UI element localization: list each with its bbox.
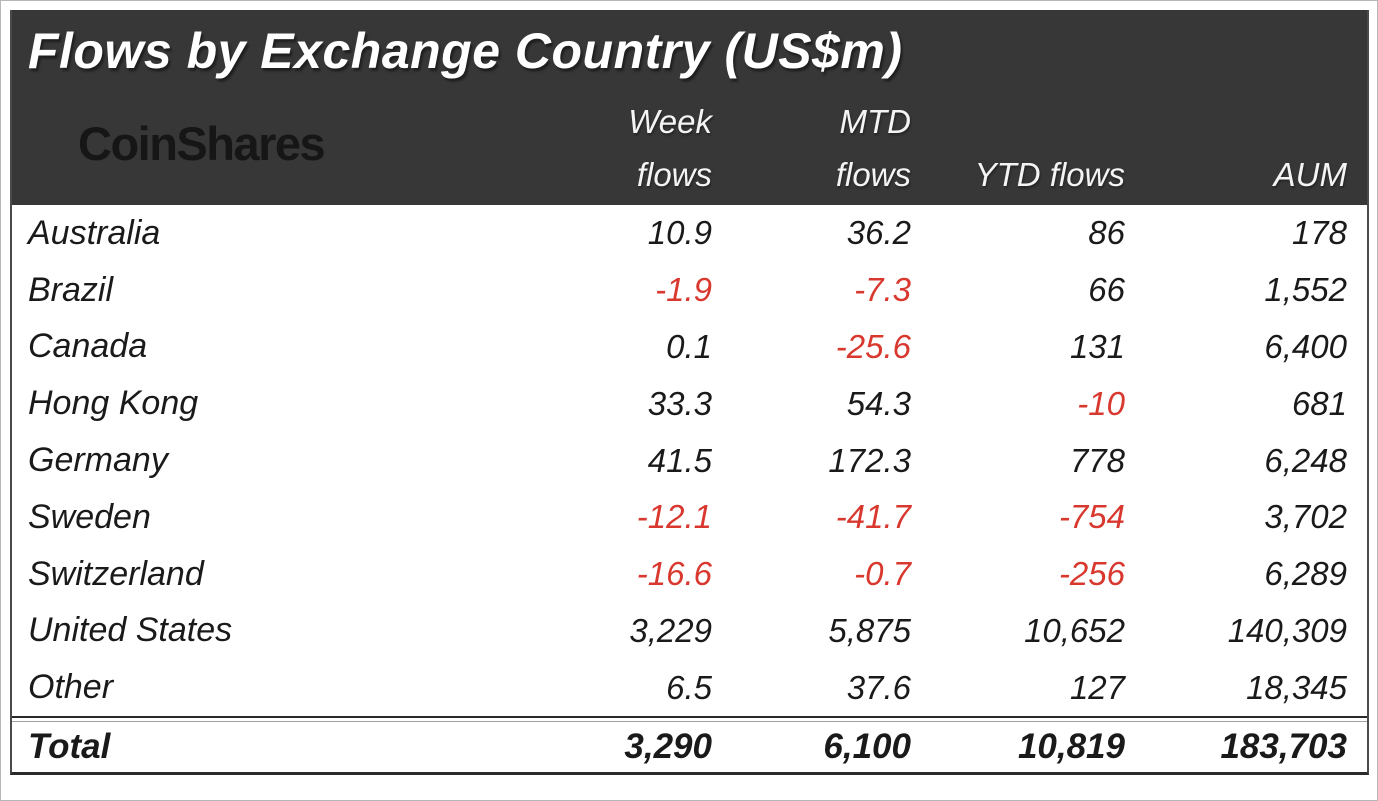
cell-ytd-flows: 66 [1088, 271, 1125, 309]
cell-week-flows: 0.1 [666, 327, 712, 365]
cell-aum: 3,702 [1264, 498, 1347, 536]
table-row-united-states: United States 3,229 5,875 10,652 140,309 [12, 603, 1367, 660]
cell-ytd-flows: 86 [1088, 214, 1125, 252]
cell-week-flows: -12.1 [636, 498, 712, 536]
cell-total-ytd-flows: 10,819 [1017, 727, 1125, 767]
cell-mtd-flows: -41.7 [835, 498, 911, 536]
column-header-week-line1: Week [628, 103, 712, 140]
cell-week-flows: 41.5 [647, 441, 712, 479]
flows-table: Flows by Exchange Country (US$m) CoinSha… [10, 10, 1369, 776]
table-row-hong-kong: Hong Kong 33.3 54.3 -10 681 [12, 375, 1367, 432]
cell-total-mtd-flows: 6,100 [823, 727, 911, 767]
table-header: Flows by Exchange Country (US$m) CoinSha… [12, 10, 1367, 205]
total-row: Total 3,290 6,100 10,819 183,703 [12, 722, 1367, 772]
cell-country: Switzerland [28, 554, 204, 593]
cell-week-flows: 10.9 [647, 214, 712, 252]
cell-week-flows: 33.3 [647, 384, 712, 422]
column-header-week-line2: flows [636, 156, 712, 193]
table-row-canada: Canada 0.1 -25.6 131 6,400 [12, 319, 1367, 376]
column-header-aum: AUM [1273, 156, 1347, 193]
cell-ytd-flows: 778 [1069, 441, 1125, 479]
column-header-row: CoinShares Week flows MTD flows YTD flow… [28, 95, 1359, 205]
cell-aum: 681 [1291, 384, 1347, 422]
cell-aum: 18,345 [1246, 668, 1347, 706]
cell-country: Brazil [28, 270, 114, 309]
cell-country: Germany [28, 441, 168, 480]
cell-mtd-flows: -25.6 [835, 327, 911, 365]
table-row-australia: Australia 10.9 36.2 86 178 [12, 205, 1367, 262]
coinshares-logo: CoinShares [78, 116, 326, 170]
cell-aum: 6,248 [1264, 441, 1347, 479]
cell-country: Australia [28, 213, 161, 252]
cell-week-flows: -16.6 [636, 555, 712, 593]
cell-week-flows: -1.9 [655, 271, 712, 309]
total-separator-rule [12, 716, 1367, 723]
table-row-other: Other 6.5 37.6 127 18,345 [12, 659, 1367, 716]
cell-mtd-flows: -0.7 [854, 555, 911, 593]
cell-country: Canada [28, 327, 148, 366]
cell-total-week-flows: 3,290 [624, 727, 712, 767]
cell-ytd-flows: -754 [1058, 498, 1125, 536]
cell-ytd-flows: 131 [1069, 327, 1125, 365]
cell-total-aum: 183,703 [1220, 727, 1347, 767]
cell-mtd-flows: 36.2 [846, 214, 911, 252]
cell-week-flows: 3,229 [629, 611, 712, 649]
table-row-sweden: Sweden -12.1 -41.7 -754 3,702 [12, 489, 1367, 546]
cell-country: Other [28, 668, 114, 707]
cell-aum: 178 [1291, 214, 1347, 252]
cell-country: Hong Kong [28, 384, 199, 423]
cell-total-label: Total [28, 727, 111, 767]
column-header-mtd-line2: flows [835, 156, 911, 193]
cell-aum: 140,309 [1227, 611, 1347, 649]
cell-mtd-flows: 37.6 [846, 668, 911, 706]
cell-aum: 6,400 [1264, 327, 1347, 365]
cell-mtd-flows: 172.3 [828, 441, 911, 479]
cell-mtd-flows: -7.3 [854, 271, 911, 309]
cell-ytd-flows: -10 [1077, 384, 1125, 422]
cell-mtd-flows: 54.3 [846, 384, 911, 422]
cell-country: United States [28, 611, 233, 650]
table-row-brazil: Brazil -1.9 -7.3 66 1,552 [12, 262, 1367, 319]
column-header-mtd-flows: MTD flows [724, 95, 923, 201]
table-row-germany: Germany 41.5 172.3 778 6,248 [12, 432, 1367, 489]
cell-aum: 1,552 [1264, 271, 1347, 309]
cell-country: Sweden [28, 497, 151, 536]
table-row-switzerland: Switzerland -16.6 -0.7 -256 6,289 [12, 546, 1367, 603]
cell-aum: 6,289 [1264, 555, 1347, 593]
cell-week-flows: 6.5 [666, 668, 712, 706]
column-header-ytd-flows: YTD flows [974, 156, 1125, 193]
column-header-week-flows: Week flows [440, 95, 724, 201]
logo-cell: CoinShares [28, 116, 440, 181]
cell-ytd-flows: -256 [1058, 555, 1125, 593]
column-header-mtd-line1: MTD [839, 103, 911, 140]
cell-ytd-flows: 10,652 [1024, 611, 1125, 649]
cell-ytd-flows: 127 [1069, 668, 1125, 706]
cell-mtd-flows: 5,875 [828, 611, 911, 649]
table-body: Australia 10.9 36.2 86 178 Brazil -1.9 -… [12, 205, 1367, 716]
table-title: Flows by Exchange Country (US$m) [28, 23, 903, 79]
